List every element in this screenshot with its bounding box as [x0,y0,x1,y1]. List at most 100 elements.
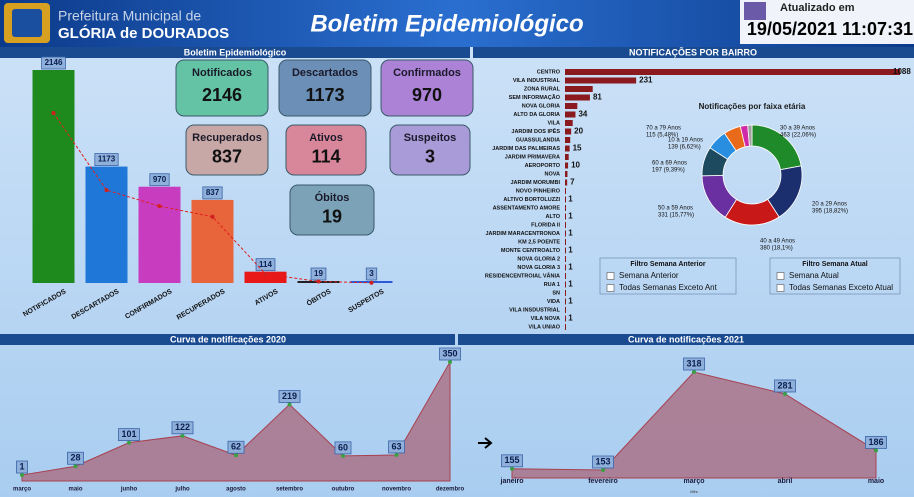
donut-title: Notificações por faixa etária [699,102,806,111]
point [180,433,185,438]
kpi-label: Notificados [192,67,252,79]
slice-value: 115 (5,48%) [646,133,678,139]
value-label: 1 [568,246,573,255]
x-tick-label: julho [174,487,190,493]
y-tick-label: SEM INFORMAÇÃO [509,94,561,101]
point [783,391,787,396]
slice-label: 40 a 49 Anos [760,239,795,245]
checkbox[interactable] [776,272,785,280]
slice-label: 70 a 79 Anos [646,126,681,132]
kpi-value: 114 [311,146,340,166]
kpi-value: 1173 [305,85,344,105]
x-tick-label: maio [68,487,82,493]
filter-box [769,257,901,295]
value-label-box [388,440,405,454]
value-label: 34 [578,110,587,119]
x-tick-label: março [683,478,704,485]
y-tick-label: RUA 1 [544,282,560,288]
panel-header [473,47,914,58]
point [287,402,292,407]
kpi-card [289,184,375,236]
value-label-box [365,267,378,281]
value-label-box [501,454,523,468]
point [448,360,452,364]
bar [565,230,566,237]
slice-label: 20 a 29 Anos [812,202,847,208]
checkbox[interactable] [606,272,615,280]
bar [244,271,287,283]
kpi-label: Descartados [292,67,358,79]
value-label: 60 [338,442,348,452]
checkbox-label[interactable]: Todas Semanas Exceto Atual [789,283,893,292]
y-tick-label: VILA NOVA [531,316,560,322]
trend-point [51,111,56,115]
value-label-box [227,440,245,454]
y-tick-label: ASSENTAMENTO AMORE [493,205,561,211]
value-label: 837 [206,188,220,197]
value-label: 219 [282,391,297,401]
value-label: 101 [121,429,136,439]
point [692,370,696,374]
point [127,440,131,445]
y-tick-label: VIDA [547,299,560,305]
bar [565,324,566,330]
kpi-card [278,59,372,117]
value-label-box [865,435,887,449]
point [234,453,238,458]
update-icon [744,2,766,20]
value-label: 1 [568,263,573,272]
panel-header [458,334,914,345]
x-tick-label: janeiro [500,478,524,485]
value-label-box [683,357,705,371]
bar [565,86,593,92]
bar [565,196,566,203]
checkbox-label[interactable]: Semana Anterior [619,271,679,280]
y-tick-label: ALTO DA GLORIA [513,112,560,118]
bar [565,239,566,245]
y-tick-label: JARDIM MARACENTRONOA [485,231,560,237]
slice-label: 30 a 39 Anos [780,126,815,132]
checkbox[interactable] [776,284,785,292]
bar [565,162,569,169]
bar [565,69,900,75]
point [510,466,514,471]
checkbox-label[interactable]: Todas Semanas Exceto Ant [619,283,718,292]
update-box [740,0,914,44]
value-label-box [255,258,276,272]
value-label: 1 [568,314,573,323]
panel-title: Curva de notificações 2021 [628,334,744,344]
panel-header [0,47,470,58]
trend-point [369,280,374,285]
kpi-label: Suspeitos [404,132,457,144]
slice-label: 50 a 59 Anos [658,206,693,212]
x-tick-label: abril [778,478,793,485]
y-tick-label: MONTE CENTROALTO [501,248,561,254]
point [341,453,345,458]
kpi-value: 2146 [202,85,242,105]
bar [565,290,566,296]
bar [565,120,573,126]
slice-value: 463 (22,06%) [780,133,816,139]
point [874,448,878,453]
value-label-box [118,428,140,442]
bar [565,307,566,313]
value-label-box [149,173,170,187]
logo-inner [12,9,42,37]
value-label: 153 [595,456,610,466]
x-axis-label: Mês [690,489,698,494]
value-label: 186 [868,437,883,447]
page-title: Boletim Epidemiológico [310,10,583,37]
y-tick-label: NOVA GLORIA 3 [517,265,560,271]
value-label: 1 [568,297,573,306]
bar [565,179,568,186]
y-tick-label: JARDIM DAS PALMEIRAS [492,146,560,152]
bar [565,111,576,118]
value-label: 28 [70,453,80,463]
value-label-box [439,347,461,361]
panel-title: NOTIFICAÇÕES POR BAIRRO [629,47,757,57]
slice-value: 395 (18,82%) [812,209,848,215]
checkbox[interactable] [606,284,615,292]
checkbox-label[interactable]: Semana Atual [789,271,839,280]
y-tick-label: JARDIM PRIMAVERA [505,154,560,160]
slice-label: 10 a 19 Anos [668,138,703,144]
